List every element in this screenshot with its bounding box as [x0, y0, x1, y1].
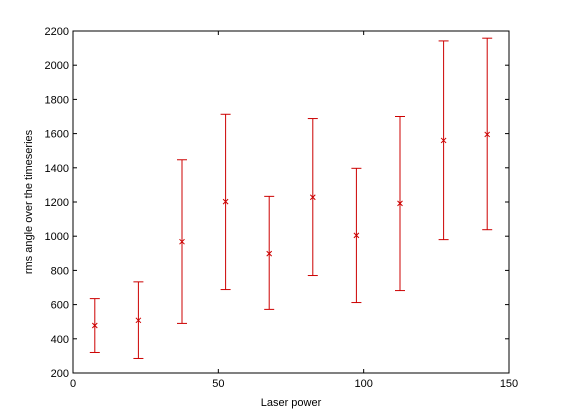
- y-tick-label: 1600: [45, 129, 69, 141]
- y-tick-label: 1200: [45, 197, 69, 209]
- plot-area: [72, 30, 510, 374]
- data-point: [222, 198, 229, 205]
- data-markers: [91, 131, 491, 329]
- y-tick-label: 400: [51, 334, 69, 346]
- data-point: [179, 238, 185, 245]
- data-point: [353, 232, 360, 239]
- y-axis-label: rms angle over the timeseries: [23, 129, 35, 274]
- data-point: [484, 131, 491, 138]
- y-tick-label: 800: [51, 265, 69, 277]
- y-tick-label: 1400: [45, 163, 69, 175]
- y-tick-label: 1000: [45, 231, 69, 243]
- y-axis-ticks: 200 400 600 800 1000 1200 1400 1600 1800 2000 2200: [45, 26, 509, 380]
- error-bars: [89, 37, 493, 359]
- data-point: [440, 137, 447, 144]
- x-tick-label: 0: [70, 378, 76, 390]
- x-axis-ticks: 0 50 100 150: [70, 31, 518, 390]
- y-tick-label: 1800: [45, 94, 69, 106]
- y-tick-label: 200: [51, 368, 69, 380]
- data-point: [397, 200, 403, 207]
- y-tick-label: 2000: [45, 60, 69, 72]
- x-tick-label: 100: [354, 378, 372, 390]
- data-point: [91, 322, 98, 329]
- y-tick-label: 600: [51, 300, 69, 312]
- y-tick-label: 2200: [45, 26, 69, 38]
- x-axis-label: Laser power: [261, 397, 322, 409]
- x-tick-label: 150: [500, 378, 518, 390]
- x-tick-label: 50: [212, 378, 224, 390]
- data-point: [135, 317, 142, 324]
- data-point: [309, 194, 316, 201]
- data-point: [266, 250, 273, 257]
